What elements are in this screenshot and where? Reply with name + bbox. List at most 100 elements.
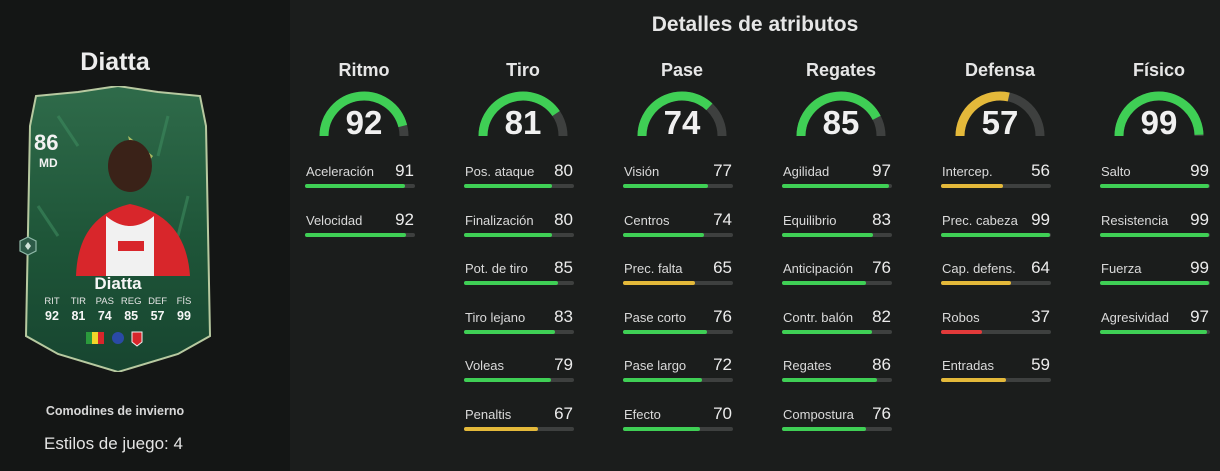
attribute-row[interactable]: Efecto 70 — [622, 403, 734, 456]
attribute-value: 74 — [713, 209, 732, 229]
attribute-value: 56 — [1031, 161, 1050, 180]
attribute-row[interactable]: Agresividad 97 — [1099, 307, 1211, 359]
attribute-row[interactable]: Robos 37 — [940, 306, 1052, 359]
attribute-bar-fill — [782, 378, 877, 383]
attribute-row[interactable]: Tiro lejano 83 — [463, 307, 575, 359]
attribute-row[interactable]: Fuerza 99 — [1099, 258, 1211, 310]
attribute-row[interactable]: Intercep. 56 — [940, 161, 1052, 213]
attribute-row[interactable]: Pase largo 72 — [622, 355, 734, 407]
attribute-label: Compostura — [783, 406, 854, 422]
attribute-row[interactable]: Contr. balón 82 — [781, 307, 893, 359]
attribute-label: Centros — [624, 212, 670, 228]
category-gauge: 74 — [634, 88, 730, 144]
attribute-row[interactable]: Cap. defens. 64 — [940, 258, 1052, 310]
attribute-value: 76 — [872, 258, 891, 278]
attribute-row[interactable]: Regates 86 — [781, 355, 893, 407]
attribute-row[interactable]: Pos. ataque 80 — [463, 161, 575, 213]
attribute-value: 80 — [554, 209, 573, 229]
category-value: 99 — [1140, 104, 1178, 141]
attribute-row[interactable]: Visión 77 — [622, 161, 734, 213]
card-stat: DEF 57 — [148, 296, 168, 323]
attribute-bar-fill — [1100, 232, 1209, 237]
attribute-row[interactable]: Equilibrio 83 — [781, 210, 893, 262]
attribute-bar — [464, 329, 574, 334]
attribute-bar-fill — [623, 281, 695, 286]
attribute-row[interactable]: Voleas 79 — [463, 355, 575, 407]
attribute-row[interactable]: Pot. de tiro 85 — [463, 258, 575, 310]
attribute-row[interactable]: Prec. falta 65 — [622, 258, 734, 310]
attribute-row[interactable]: Resistencia 99 — [1099, 209, 1211, 262]
attribute-bar-fill — [1100, 329, 1207, 334]
card-stat: TIR 81 — [70, 296, 87, 323]
attribute-bar-fill — [623, 378, 703, 383]
attribute-row[interactable]: Compostura 76 — [781, 404, 893, 456]
attribute-bar — [1100, 184, 1210, 188]
attribute-bar-fill — [623, 329, 707, 334]
attribute-bar — [782, 232, 892, 237]
attribute-label: Agresividad — [1101, 309, 1169, 325]
attribute-row[interactable]: Centros 74 — [622, 209, 734, 262]
attribute-bar — [623, 329, 733, 334]
attribute-bar-fill — [941, 329, 982, 334]
attribute-row[interactable]: Anticipación 76 — [781, 258, 893, 310]
attribute-label: Penaltis — [465, 406, 512, 422]
attribute-value: 37 — [1031, 306, 1050, 326]
attribute-row[interactable]: Aceleración 91 — [304, 161, 416, 213]
category-value: 81 — [504, 104, 542, 141]
gauge-arc — [478, 91, 568, 137]
attribute-value: 65 — [713, 258, 732, 278]
attribute-bar-fill — [305, 184, 406, 188]
attribute-row[interactable]: Salto 99 — [1099, 161, 1211, 213]
category-gauge: 92 — [316, 88, 412, 144]
attribute-value: 85 — [554, 258, 573, 278]
attribute-bar — [305, 232, 415, 237]
attribute-bar-fill — [941, 184, 1003, 188]
attribute-row[interactable]: Penaltis 67 — [463, 404, 575, 456]
attribute-label: Fuerza — [1101, 261, 1142, 277]
attribute-bar — [464, 426, 574, 431]
attribute-list: Intercep. 56 Prec. cabeza 99 Cap. defens. 64 R… — [940, 161, 1060, 407]
attribute-value: 70 — [713, 403, 732, 423]
attribute-bar — [782, 378, 892, 383]
attribute-bar-fill — [464, 378, 551, 383]
gauge-fill — [796, 91, 881, 137]
attribute-value: 99 — [1190, 258, 1209, 278]
attribute-row[interactable]: Velocidad 92 — [304, 210, 416, 262]
category-value: 92 — [345, 104, 383, 141]
category-gauge: 85 — [793, 88, 889, 144]
attribute-row[interactable]: Agilidad 97 — [781, 161, 893, 213]
attribute-bar — [1100, 281, 1210, 286]
category-name: Pase — [660, 60, 704, 80]
category-gauge: 99 — [1111, 88, 1207, 144]
attribute-row[interactable]: Prec. cabeza 99 — [940, 210, 1052, 262]
card-stats: RIT 92 TIR 81 PAS 74 REG 85 DEF 57 FÍS 99 — [40, 296, 196, 323]
attribute-bar — [1100, 329, 1210, 334]
attribute-label: Intercep. — [942, 164, 993, 179]
attribute-value: 99 — [1190, 209, 1209, 229]
attribute-bar — [623, 232, 733, 237]
attribute-label: Anticipación — [783, 261, 854, 277]
attribute-label: Entradas — [942, 358, 995, 374]
category-value: 85 — [822, 104, 860, 141]
attribute-bar-fill — [782, 329, 873, 334]
attribute-row[interactable]: Finalización 80 — [463, 209, 575, 262]
player-card[interactable]: 86 MD Diatta RIT 92 TIR 81 PAS 74 REG 85 DEF… — [18, 86, 218, 372]
attribute-bar-fill — [941, 378, 1006, 383]
card-stat: PAS 74 — [95, 296, 114, 323]
attribute-row[interactable]: Pase corto 76 — [622, 307, 734, 359]
gauge-arc — [1114, 91, 1204, 137]
attribute-row[interactable]: Entradas 59 — [940, 355, 1052, 407]
attribute-label: Pot. de tiro — [465, 261, 528, 277]
attribute-label: Finalización — [465, 212, 534, 228]
attribute-bar — [464, 184, 574, 188]
player-panel: Diatta 86 MD — [0, 0, 290, 471]
attribute-bar-fill — [782, 281, 866, 286]
attribute-label: Aceleración — [306, 164, 374, 179]
attribute-label: Efecto — [624, 406, 661, 422]
attribute-bar — [623, 281, 733, 286]
gauge-fill — [319, 91, 408, 137]
playstyles-count[interactable]: Estilos de juego: 4 — [44, 434, 183, 453]
attribute-bar-fill — [464, 426, 538, 431]
attribute-label: Robos — [942, 309, 980, 325]
attribute-bar-fill — [623, 184, 708, 188]
